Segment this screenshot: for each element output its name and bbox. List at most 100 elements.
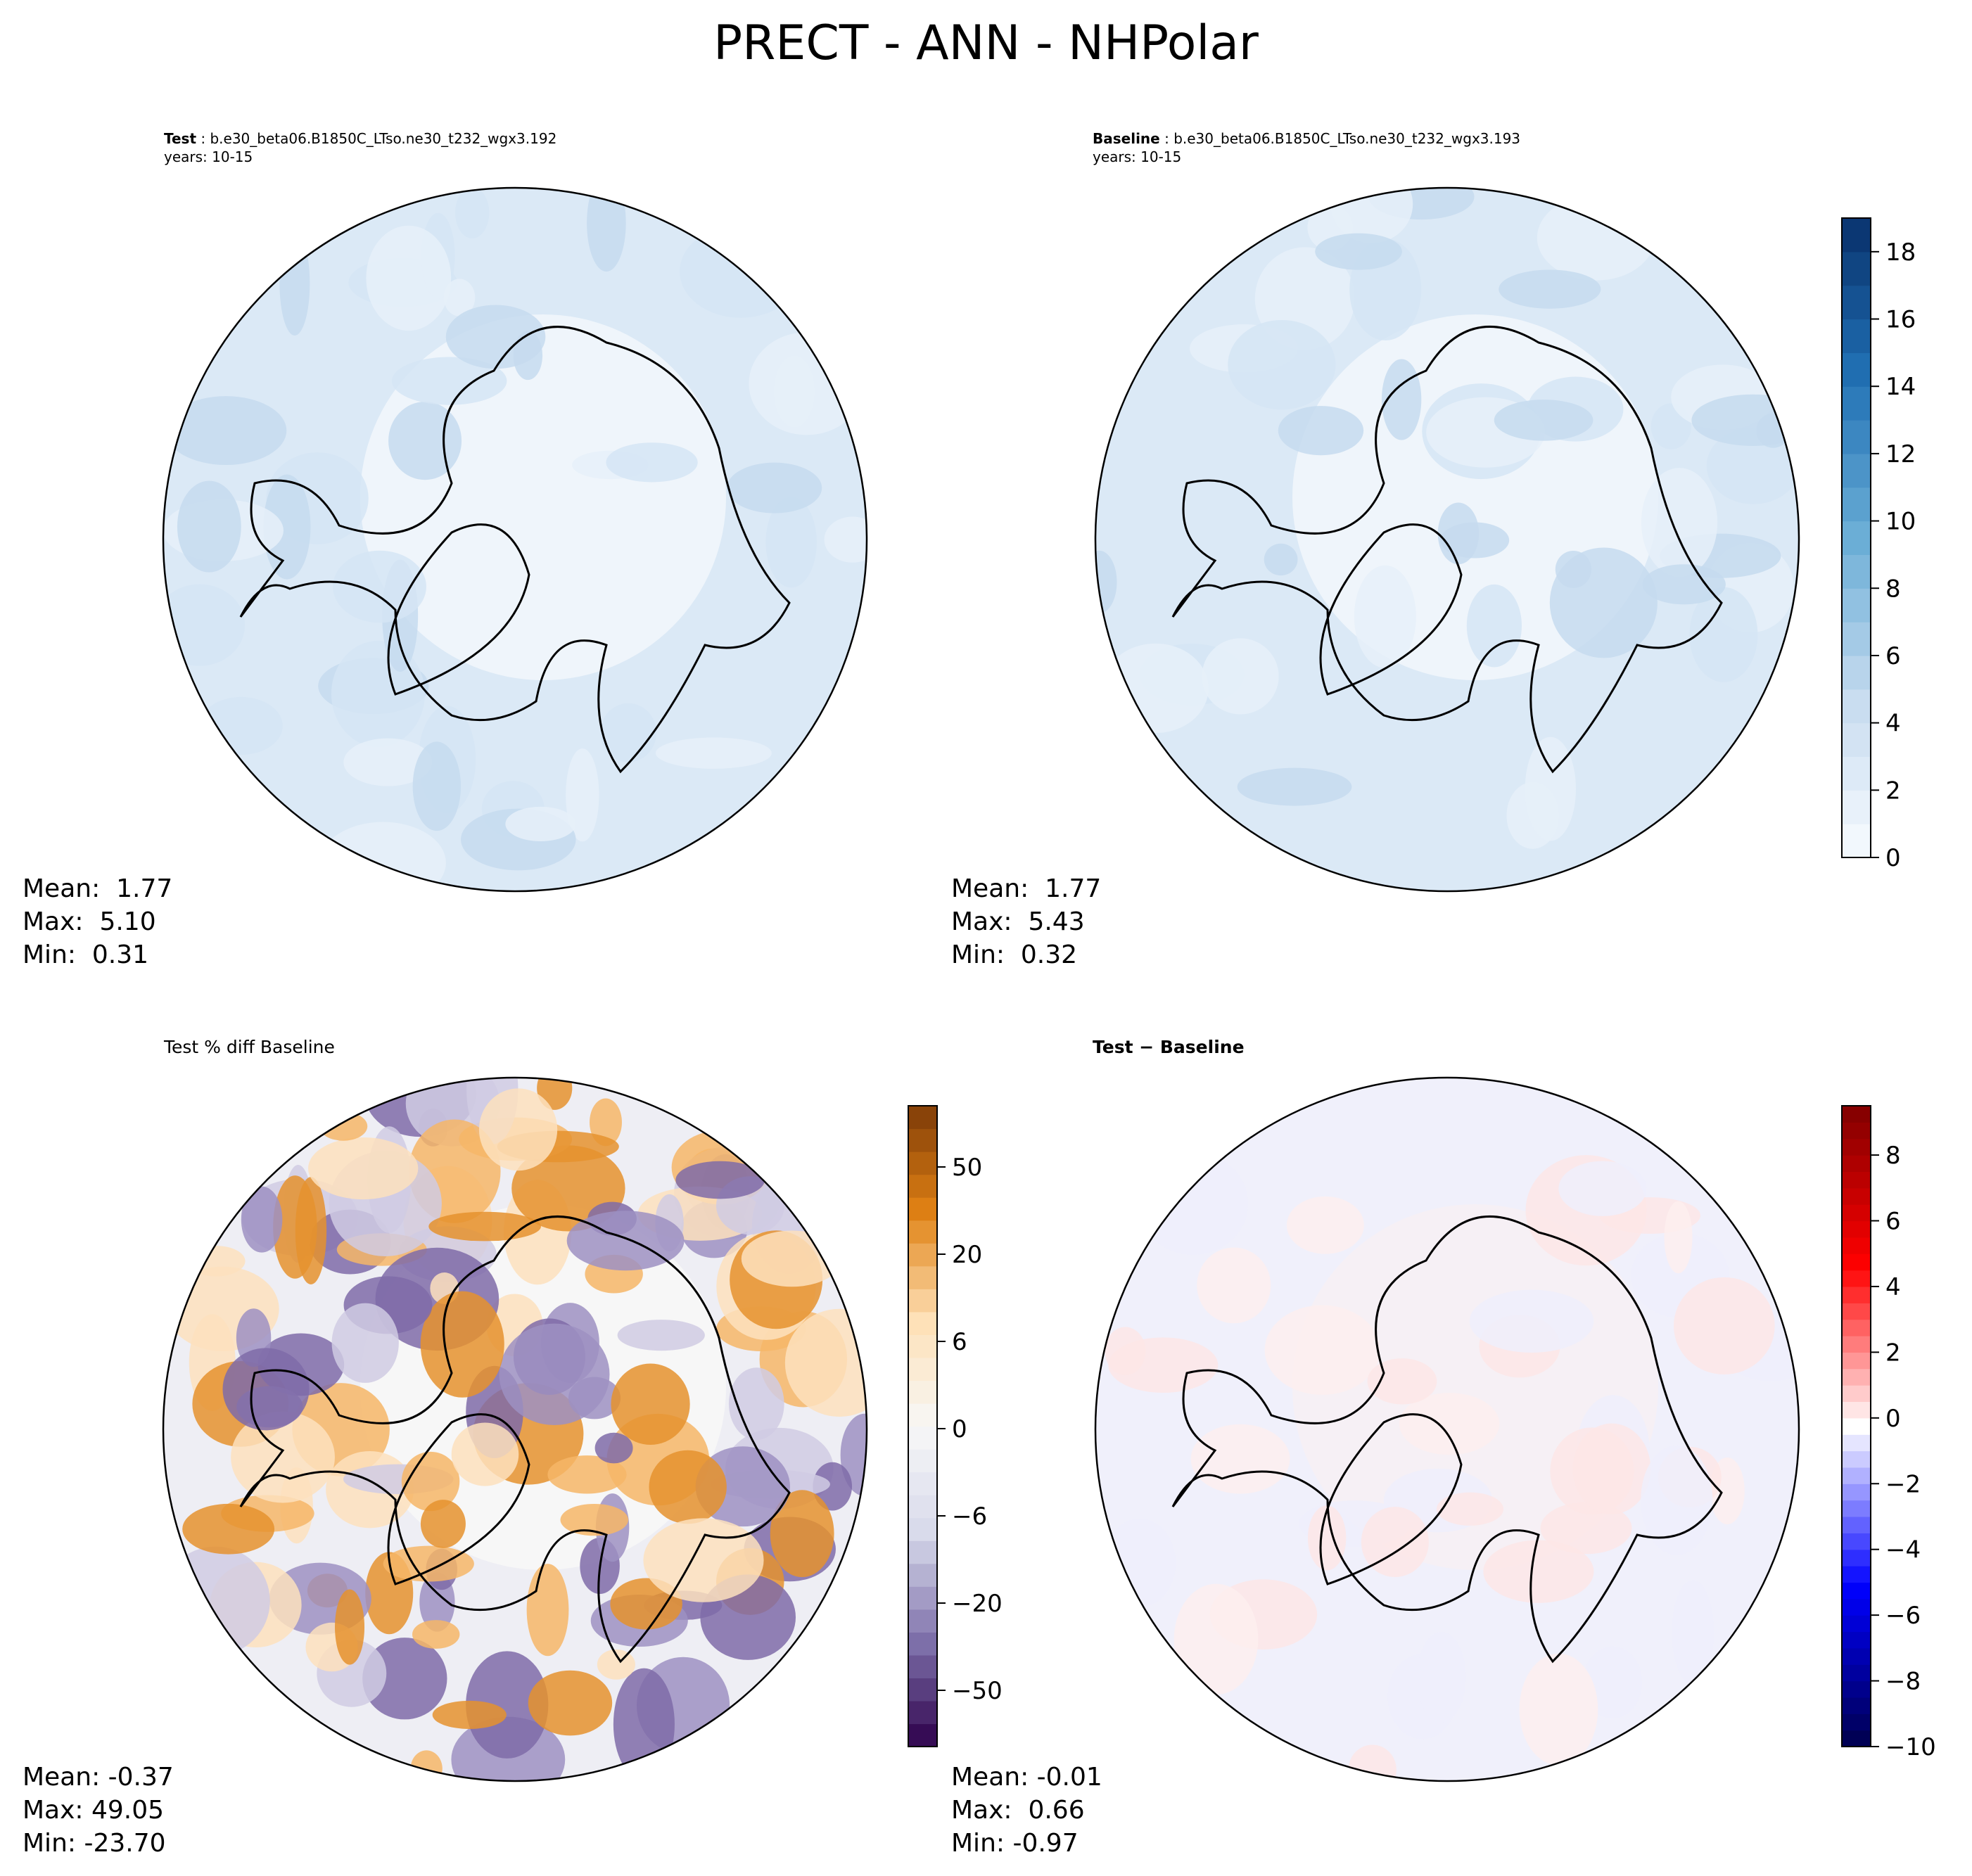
colorbar-level	[1842, 453, 1871, 488]
colorbar-level	[1842, 1270, 1871, 1287]
stats-diff: Mean: -0.01 Max: 0.66 Min: -0.97	[951, 1761, 1102, 1860]
colorbar-level	[908, 1357, 937, 1382]
colorbar-tick-label: 0	[1885, 1405, 1901, 1433]
colorbar-level	[908, 1426, 937, 1450]
colorbar-level	[1842, 1122, 1871, 1140]
field-contour	[606, 442, 698, 483]
colorbar-level	[1842, 1220, 1871, 1238]
field-contour	[594, 1432, 633, 1464]
field-contour	[428, 1211, 541, 1242]
field-contour	[451, 1422, 519, 1486]
colorbar-tick-label: −6	[1885, 1602, 1921, 1630]
field-contour	[728, 1367, 784, 1441]
field-contour	[1138, 1152, 1249, 1256]
field-contour	[1494, 400, 1593, 441]
colorbar-level	[1842, 1647, 1871, 1665]
field-contour	[1499, 269, 1601, 309]
field-contour	[1264, 543, 1298, 576]
colorbar-level	[1842, 1106, 1871, 1123]
colorbar-frame	[908, 1105, 938, 1747]
field-contour	[784, 1308, 867, 1417]
field-contour	[443, 279, 476, 317]
field-contour	[1307, 1505, 1347, 1571]
field-contour	[1197, 1247, 1271, 1324]
colorbar-level	[908, 1700, 937, 1725]
colorbar-level	[908, 1540, 937, 1564]
colorbar-pctdiff: −50 −20 −6 0 6 20 50	[908, 1105, 1003, 1747]
label-rest: Test % diff Baseline	[164, 1037, 335, 1057]
stat-max: Max: 5.43	[951, 907, 1085, 936]
label-bold: Test − Baseline	[1093, 1037, 1245, 1057]
colorbar-level	[1842, 285, 1871, 320]
field-contour	[587, 188, 626, 272]
colorbar-level	[1842, 1434, 1871, 1452]
colorbar-level	[1842, 1697, 1871, 1714]
colorbar-level	[1842, 1516, 1871, 1533]
field-contour	[412, 1620, 460, 1649]
field-contour	[1436, 1492, 1503, 1526]
colorbar-level	[1842, 1368, 1871, 1386]
field-contour	[813, 1462, 853, 1511]
field-contour	[1367, 1358, 1437, 1405]
colorbar-tick-label: −10	[1885, 1733, 1936, 1761]
field-contour	[1572, 1423, 1651, 1514]
field-contour	[1190, 1424, 1290, 1494]
field-contour	[1399, 1393, 1500, 1455]
panel-pctdiff-subtitle: Test % diff Baseline	[164, 1038, 335, 1057]
field-contour	[1416, 1631, 1466, 1723]
colorbar-frame	[1841, 217, 1871, 858]
stat-min: Min: 0.31	[23, 940, 149, 969]
colorbar-tick-label: −8	[1885, 1668, 1921, 1696]
colorbar-level	[908, 1517, 937, 1541]
field-contour	[1330, 188, 1413, 243]
field-contour	[1691, 394, 1799, 446]
label-rest: : b.e30_beta06.B1850C_LTso.ne30_t232_wgx…	[196, 130, 557, 147]
stat-mean: Mean: -0.01	[951, 1763, 1102, 1792]
colorbar-tick-label: 2	[1885, 1339, 1901, 1367]
colorbar-tick-label: −50	[952, 1677, 1003, 1705]
colorbar-level	[1842, 1303, 1871, 1320]
colorbar-level	[1842, 487, 1871, 522]
years: years: 10-15	[1093, 148, 1182, 165]
colorbar-level	[1842, 1483, 1871, 1501]
field-contour	[1664, 1201, 1693, 1274]
colorbar-level	[908, 1586, 937, 1610]
field-contour	[1641, 468, 1718, 578]
field-contour	[1469, 1289, 1594, 1353]
colorbar-level	[1842, 1138, 1871, 1156]
field-contour	[590, 1098, 622, 1147]
colorbar-level	[1842, 420, 1871, 454]
field-contour	[1264, 1305, 1380, 1395]
colorbar-precip: 0 2 4 6 8 10 12 14 16 18	[1841, 217, 1916, 872]
colorbar-level	[908, 1632, 937, 1656]
map-boundary	[162, 1076, 868, 1782]
colorbar-level	[1842, 1450, 1871, 1468]
colorbar-level	[1842, 655, 1871, 690]
colorbar-tick-label: 14	[1885, 373, 1916, 401]
field-contour	[649, 1450, 727, 1524]
colorbar-tick-label: 4	[1885, 710, 1901, 738]
colorbar-tick-label: 50	[952, 1154, 982, 1182]
colorbar-level	[908, 1495, 937, 1519]
colorbar-level	[908, 1563, 937, 1587]
field-contour	[478, 1088, 558, 1171]
field-contour	[412, 741, 462, 831]
colorbar-level	[1842, 1204, 1871, 1222]
field-contour	[566, 748, 599, 842]
field-contour	[547, 1455, 627, 1494]
colorbar-level	[908, 1151, 937, 1175]
field-contour	[343, 738, 433, 786]
stat-max: Max: 49.05	[23, 1796, 165, 1825]
colorbar-level	[908, 1106, 937, 1130]
colorbar-level	[1842, 1730, 1871, 1747]
field-contour	[295, 1177, 327, 1285]
field-contour	[383, 1545, 474, 1582]
field-contour	[1102, 643, 1209, 734]
colorbar-level	[1842, 1714, 1871, 1731]
field-contour	[388, 402, 462, 480]
field-contour	[1466, 584, 1522, 668]
field-contour	[420, 1291, 504, 1398]
colorbar-level	[908, 1678, 937, 1702]
colorbar-level	[908, 1220, 937, 1244]
